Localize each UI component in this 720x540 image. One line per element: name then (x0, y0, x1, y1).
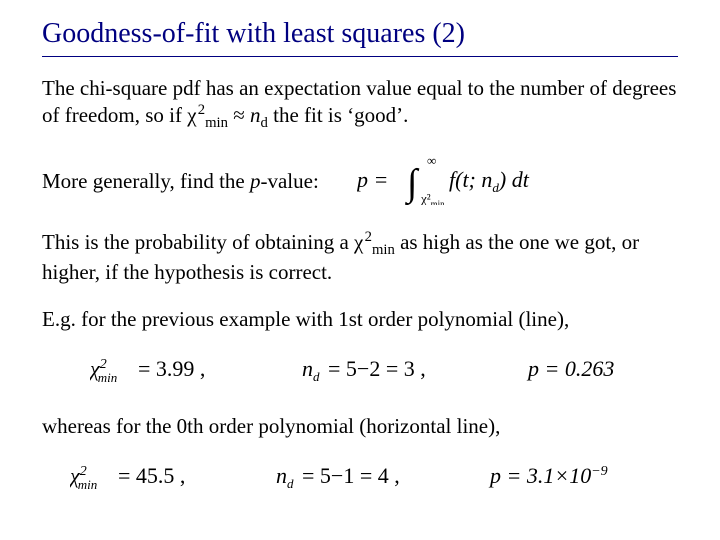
f2-nd: nd (276, 463, 294, 491)
paragraph-1: The chi-square pdf has an expectation va… (42, 75, 678, 133)
formula-line-1: χ2min = 3.99 , nd = 5−2 = 3 , p = 0.263 (62, 352, 678, 391)
f1-chi-val: = 3.99 , (138, 356, 205, 381)
integrand: f(t; nd) dt (449, 167, 530, 195)
p2a: More generally, find the (42, 169, 250, 193)
p2-text: More generally, find the p-value: (42, 168, 319, 194)
pvalue-row: More generally, find the p-value: p = ∫ … (42, 153, 678, 210)
f1-p: p = 0.263 (526, 356, 614, 381)
chi2-symbol-2: χ (354, 230, 363, 254)
p1-text-b: the fit is ‘good’. (268, 103, 409, 127)
integral-sign-icon: ∫ (405, 162, 420, 205)
approx-sign: ≈ (228, 103, 250, 127)
f2-chi: χ2min (70, 463, 97, 492)
f1-nd: nd (302, 356, 320, 384)
f2-nd-val: = 5−1 = 4 , (302, 463, 400, 488)
f2-p: p = 3.1×10−9 (488, 463, 608, 488)
int-p-eq: p = (357, 167, 388, 192)
integral-formula: p = ∫ ∞ χ²min f(t; nd) dt (357, 153, 607, 210)
int-lower: χ²min (420, 191, 445, 205)
int-upper: ∞ (427, 153, 436, 168)
chi2-sup: 2 (197, 102, 206, 118)
f2-chi-val: = 45.5 , (118, 463, 185, 488)
chi2-sub-2: min (372, 242, 395, 258)
p3a: This is the probability of obtaining a (42, 230, 354, 254)
p2-p: p (250, 169, 261, 193)
slide-title: Goodness-of-fit with least squares (2) (42, 18, 678, 57)
chi2-sub: min (205, 115, 228, 131)
chi2-sup-2: 2 (363, 229, 372, 245)
paragraph-4: E.g. for the previous example with 1st o… (42, 306, 678, 332)
f1-chi: χ2min (90, 356, 117, 385)
formula-line-2: χ2min = 45.5 , nd = 5−1 = 4 , p = 3.1×10… (62, 459, 678, 498)
paragraph-3: This is the probability of obtaining a χ… (42, 228, 678, 286)
nd-sub: d (261, 115, 268, 131)
paragraph-5: whereas for the 0th order polynomial (ho… (42, 413, 678, 439)
chi2-symbol: χ (187, 103, 196, 127)
p2b: -value: (260, 169, 318, 193)
nd-n: n (250, 103, 261, 127)
f1-nd-val: = 5−2 = 3 , (328, 356, 426, 381)
